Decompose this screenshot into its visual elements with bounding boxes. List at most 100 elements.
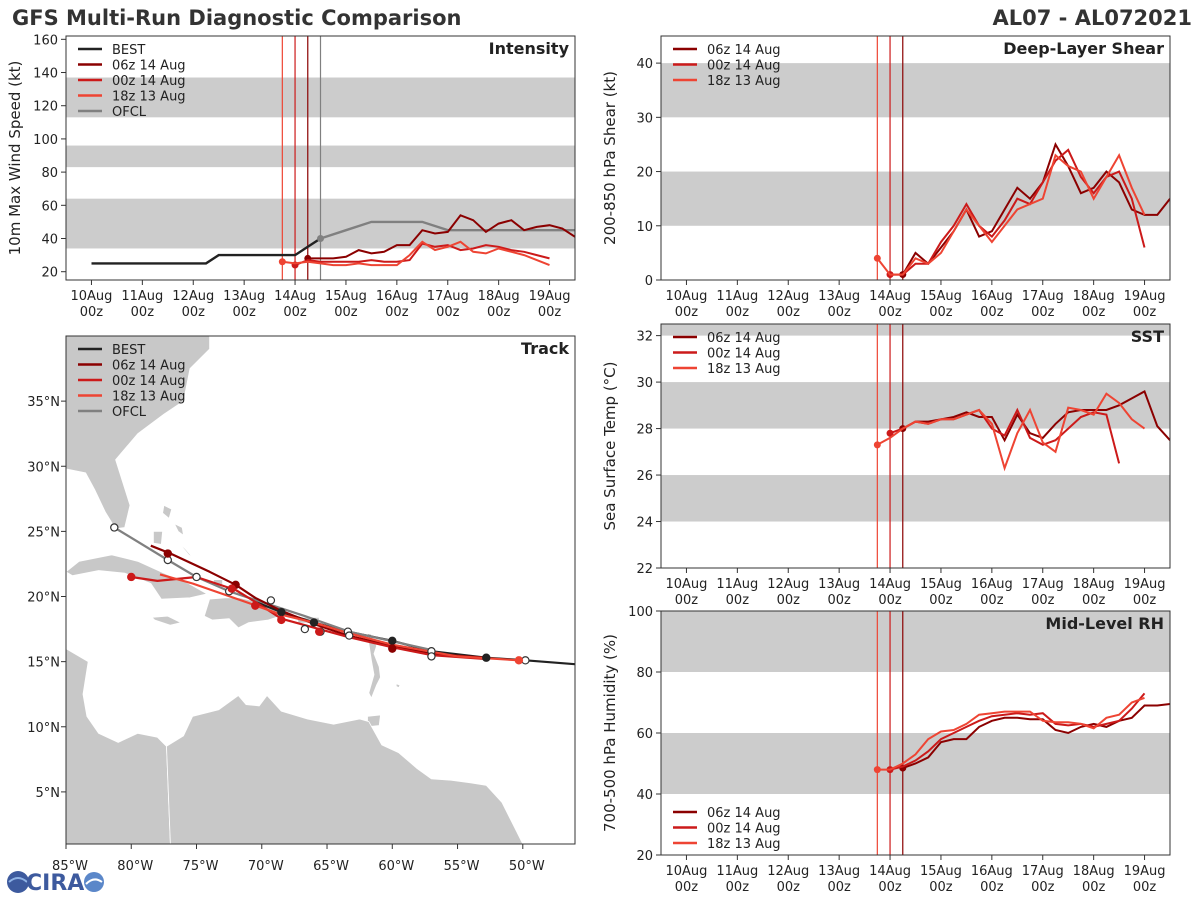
series-line-18z-13-aug xyxy=(876,392,1146,472)
series-line-18z-13-aug xyxy=(877,696,1145,771)
logo-globe-icon xyxy=(7,871,29,893)
x-tick-sublabel: 00z xyxy=(777,593,801,608)
track-point xyxy=(163,549,172,558)
y-tick-label: 10 xyxy=(636,220,653,235)
shaded-band xyxy=(661,611,1170,672)
y-tick-label: 35°N xyxy=(27,395,60,410)
y-tick-label: 120 xyxy=(33,100,58,115)
page-title: GFS Multi-Run Diagnostic Comparison xyxy=(12,6,462,30)
y-tick-label: 40 xyxy=(41,233,58,248)
series-start-point xyxy=(873,766,881,774)
land-jamaica xyxy=(151,615,183,626)
land-south-america xyxy=(166,694,524,844)
x-tick-label: 17Aug xyxy=(1022,577,1064,592)
x-tick-sublabel: 00z xyxy=(334,305,358,320)
x-tick-label: 13Aug xyxy=(223,289,265,304)
x-tick-sublabel: 00z xyxy=(1082,880,1106,895)
panel-sst: 22242628303210Aug00z11Aug00z12Aug00z13Au… xyxy=(601,323,1171,608)
x-tick-label: 12Aug xyxy=(172,289,214,304)
x-tick-label: 11Aug xyxy=(716,864,758,879)
x-tick-label: 65°W xyxy=(313,859,349,874)
x-tick-label: 10Aug xyxy=(665,577,707,592)
series-start-point xyxy=(886,429,894,437)
y-tick-label: 30°N xyxy=(27,460,60,475)
x-tick-label: 13Aug xyxy=(818,289,860,304)
panel-title: Intensity xyxy=(489,39,570,58)
x-tick-sublabel: 00z xyxy=(929,305,953,320)
legend-label: 00z 14 Aug xyxy=(707,347,781,362)
svg-text:CIRA: CIRA xyxy=(26,871,84,896)
storm-id: AL07 - AL072021 xyxy=(992,6,1193,30)
x-tick-sublabel: 00z xyxy=(1133,305,1157,320)
x-tick-label: 18Aug xyxy=(478,289,520,304)
legend-label: 00z 14 Aug xyxy=(112,374,186,389)
track-point xyxy=(192,572,201,582)
land-north-america xyxy=(66,336,211,530)
x-tick-sublabel: 00z xyxy=(777,305,801,320)
legend-label: 06z 14 Aug xyxy=(112,59,186,74)
x-tick-sublabel: 00z xyxy=(929,880,953,895)
y-tick-label: 20 xyxy=(41,266,58,281)
x-tick-label: 19Aug xyxy=(529,289,571,304)
y-tick-label: 80 xyxy=(636,666,653,681)
y-tick-label: 26 xyxy=(636,469,653,484)
track-line-best xyxy=(254,600,575,666)
x-tick-label: 14Aug xyxy=(869,864,911,879)
series-start-point xyxy=(873,254,881,262)
x-tick-sublabel: 00z xyxy=(726,593,750,608)
legend-label: 18z 13 Aug xyxy=(112,90,186,105)
x-tick-label: 17Aug xyxy=(1022,864,1064,879)
panel-intensity: 2040608010012014016010Aug00z11Aug00z12Au… xyxy=(6,33,576,320)
series-start-point xyxy=(278,258,286,266)
cira-logo: CIRA xyxy=(7,871,104,896)
panel-title: Track xyxy=(521,339,569,358)
x-tick-label: 50°W xyxy=(509,859,545,874)
x-tick-sublabel: 00z xyxy=(283,305,307,320)
y-axis-label: 10m Max Wind Speed (kt) xyxy=(6,61,24,256)
panel-title: Deep-Layer Shear xyxy=(1003,39,1164,58)
y-axis-label: Sea Surface Temp (°C) xyxy=(601,361,619,530)
land-lesser-antilles xyxy=(367,632,381,700)
panel-rh: 2040608010010Aug00z11Aug00z12Aug00z13Aug… xyxy=(601,605,1171,895)
x-tick-sublabel: 00z xyxy=(827,880,851,895)
x-tick-label: 16Aug xyxy=(376,289,418,304)
x-tick-sublabel: 00z xyxy=(80,305,104,320)
x-tick-sublabel: 00z xyxy=(777,880,801,895)
x-tick-label: 11Aug xyxy=(716,289,758,304)
y-tick-label: 22 xyxy=(636,562,653,577)
x-tick-sublabel: 00z xyxy=(726,305,750,320)
x-tick-label: 10Aug xyxy=(665,289,707,304)
x-tick-sublabel: 00z xyxy=(232,305,256,320)
track-point xyxy=(266,596,276,605)
track-point xyxy=(314,627,324,636)
track-point xyxy=(514,656,524,665)
x-tick-sublabel: 00z xyxy=(1133,593,1157,608)
track-point xyxy=(388,636,397,646)
x-tick-sublabel: 00z xyxy=(1031,880,1055,895)
y-tick-label: 32 xyxy=(636,330,653,345)
series-line-18z-13-aug xyxy=(282,240,550,267)
x-tick-sublabel: 00z xyxy=(929,593,953,608)
x-tick-sublabel: 00z xyxy=(827,593,851,608)
x-tick-label: 14Aug xyxy=(274,289,316,304)
series-line-00z-14-aug xyxy=(294,242,550,267)
plot-frame xyxy=(65,335,576,845)
legend-label: 18z 13 Aug xyxy=(707,362,781,377)
legend-label: 06z 14 Aug xyxy=(112,359,186,374)
x-tick-sublabel: 00z xyxy=(827,305,851,320)
legend-label: 00z 14 Aug xyxy=(707,59,781,74)
x-tick-sublabel: 00z xyxy=(980,880,1004,895)
x-tick-sublabel: 00z xyxy=(436,305,460,320)
x-tick-label: 13Aug xyxy=(818,577,860,592)
land-bahamas-andros xyxy=(152,531,164,545)
shaded-band xyxy=(661,63,1170,118)
x-tick-label: 18Aug xyxy=(1073,864,1115,879)
x-tick-label: 11Aug xyxy=(121,289,163,304)
x-tick-sublabel: 00z xyxy=(487,305,511,320)
track-point xyxy=(309,618,319,627)
track-point xyxy=(345,631,354,640)
legend-label: OFCL xyxy=(112,405,147,420)
x-tick-sublabel: 00z xyxy=(726,880,750,895)
plot-frame xyxy=(65,35,576,281)
